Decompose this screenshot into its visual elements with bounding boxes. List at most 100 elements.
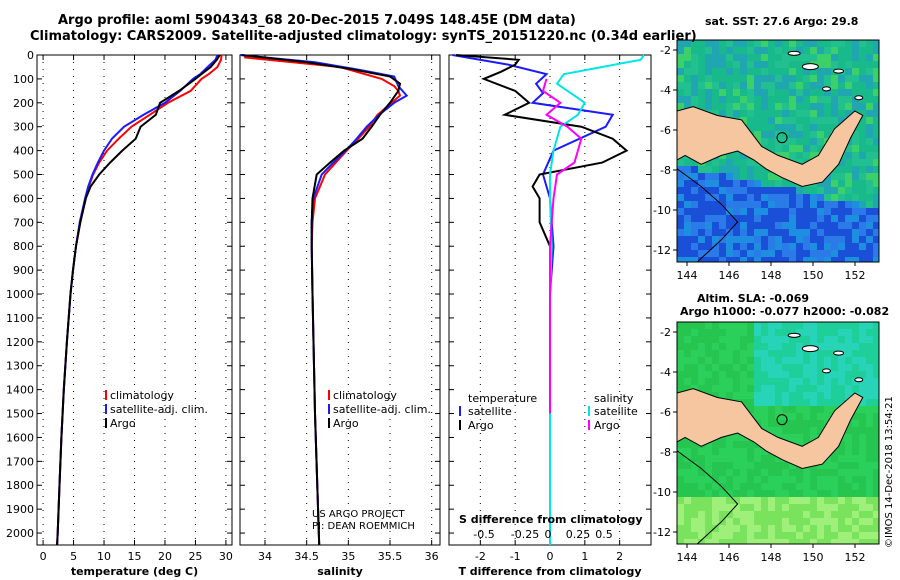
map-cell — [677, 336, 684, 343]
map-cell — [747, 187, 754, 194]
map-cell — [796, 413, 803, 420]
map-cell — [677, 364, 684, 371]
map-cell — [817, 532, 824, 539]
map-cell — [712, 96, 719, 103]
map-cell — [677, 82, 684, 89]
map-cell — [754, 343, 761, 350]
map-cell — [796, 427, 803, 434]
map-cell — [761, 420, 768, 427]
map-cell — [775, 75, 782, 82]
map-cell — [761, 166, 768, 173]
map-cell — [838, 229, 845, 236]
map-cell — [775, 469, 782, 476]
credit-text: ©IMOS 14-Dec-2018 13:54:21 — [884, 396, 895, 548]
map-cell — [705, 490, 712, 497]
map-cell — [782, 532, 789, 539]
map-cell — [691, 222, 698, 229]
map-cell — [803, 371, 810, 378]
map-cell — [845, 441, 852, 448]
map-cell — [796, 208, 803, 215]
map-cell — [817, 117, 824, 124]
map-cell — [719, 201, 726, 208]
map-cell — [866, 124, 873, 131]
map-cell — [838, 194, 845, 201]
map-cell — [873, 75, 879, 82]
map-cell — [733, 469, 740, 476]
x-axis-label: T difference from climatology — [458, 565, 641, 578]
map-cell — [754, 518, 761, 525]
map-cell — [866, 145, 873, 152]
map-cell — [873, 82, 879, 89]
map-cell — [866, 399, 873, 406]
map-cell — [712, 222, 719, 229]
map-cell — [677, 236, 684, 243]
map-cell — [726, 343, 733, 350]
map-cell — [726, 236, 733, 243]
map-cell — [803, 420, 810, 427]
map-cell — [782, 110, 789, 117]
lon-tick-label: 146 — [719, 551, 740, 564]
map-cell — [810, 215, 817, 222]
map-cell — [712, 229, 719, 236]
map-cell — [859, 518, 866, 525]
map-cell — [719, 96, 726, 103]
map-cell — [796, 138, 803, 145]
lon-tick-label: 150 — [803, 551, 824, 564]
map-cell — [866, 322, 873, 329]
map-cell — [866, 89, 873, 96]
map-cell — [775, 173, 782, 180]
map-cell — [726, 68, 733, 75]
map-cell — [726, 103, 733, 110]
map-cell — [803, 68, 810, 75]
map-cell — [789, 61, 796, 68]
map-cell — [789, 539, 796, 544]
sla-map — [677, 322, 879, 544]
map-cell — [796, 518, 803, 525]
map-cell — [684, 385, 691, 392]
map-cell — [845, 371, 852, 378]
map-cell — [698, 103, 705, 110]
map-cell — [677, 343, 684, 350]
map-cell — [831, 525, 838, 532]
sla-map-title: Altim. SLA: -0.069 — [697, 292, 810, 305]
map-cell — [698, 257, 705, 262]
map-cell — [831, 110, 838, 117]
map-cell — [684, 236, 691, 243]
map-cell — [796, 483, 803, 490]
map-cell — [726, 322, 733, 329]
map-cell — [810, 378, 817, 385]
map-cell — [845, 511, 852, 518]
map-cell — [845, 89, 852, 96]
map-cell — [838, 250, 845, 257]
map-cell — [684, 47, 691, 54]
map-cell — [810, 82, 817, 89]
map-cell — [684, 448, 691, 455]
series-line-s-argo — [541, 78, 583, 414]
map-cell — [852, 343, 859, 350]
map-cell — [698, 173, 705, 180]
map-cell — [789, 490, 796, 497]
map-cell — [705, 497, 712, 504]
map-cell — [719, 385, 726, 392]
map-cell — [831, 215, 838, 222]
map-cell — [677, 378, 684, 385]
map-cell — [817, 420, 824, 427]
map-cell — [733, 434, 740, 441]
map-cell — [845, 250, 852, 257]
map-cell — [810, 257, 817, 262]
map-cell — [824, 322, 831, 329]
map-cell — [705, 68, 712, 75]
map-cell — [691, 364, 698, 371]
map-cell — [845, 462, 852, 469]
map-cell — [866, 131, 873, 138]
map-cell — [796, 406, 803, 413]
map-cell — [810, 138, 817, 145]
map-cell — [810, 103, 817, 110]
map-cell — [726, 89, 733, 96]
plot-frame — [239, 54, 441, 546]
map-cell — [775, 350, 782, 357]
lat-tick-label: -10 — [653, 204, 671, 217]
legend-heading-temperature: temperature — [468, 392, 537, 405]
map-cell — [824, 476, 831, 483]
